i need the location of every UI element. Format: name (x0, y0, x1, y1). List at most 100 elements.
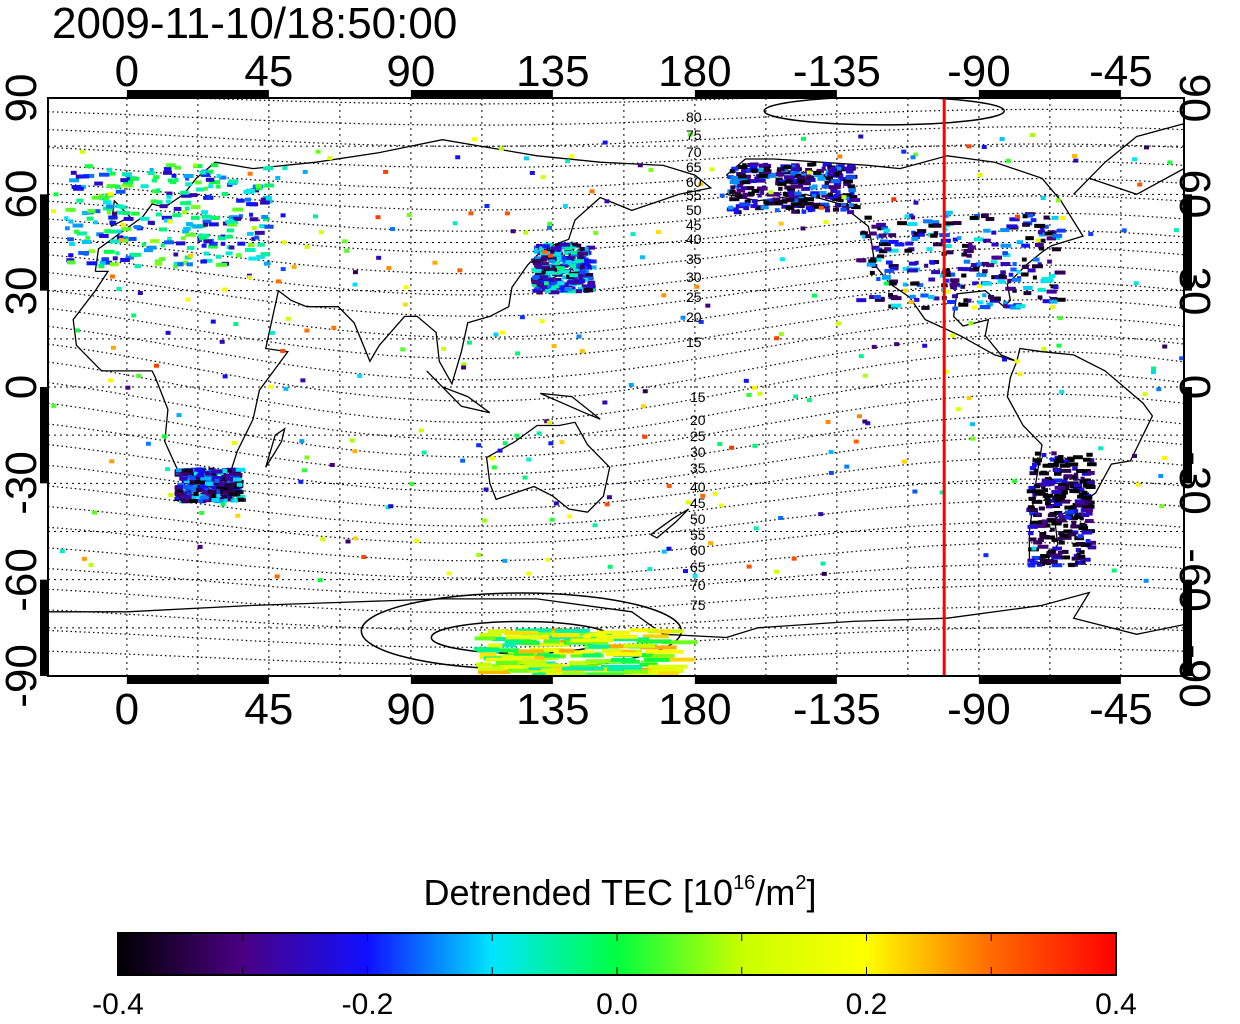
tec-cell (997, 279, 1006, 284)
tec-cell (929, 260, 935, 265)
tec-cell (1156, 387, 1162, 392)
tec-cell (73, 186, 84, 191)
tec-cell (875, 257, 882, 262)
tec-cell (554, 284, 559, 289)
tec-cell (173, 252, 179, 257)
tec-cell (976, 272, 987, 277)
tec-cell (281, 240, 287, 245)
tec-cell (385, 505, 391, 510)
contour-label: 50 (690, 511, 706, 527)
tec-cell (743, 206, 749, 211)
tec-cell (224, 476, 231, 481)
tec-cell (457, 268, 463, 273)
tec-cell (792, 179, 800, 184)
tec-cell (80, 149, 86, 154)
tec-cell (1052, 546, 1062, 551)
tec-cell (216, 493, 221, 498)
tec-cell (108, 215, 118, 220)
tec-cell (958, 283, 963, 288)
tec-cell (1053, 510, 1063, 515)
tec-cell (772, 192, 780, 197)
tec-cell (733, 209, 740, 214)
tec-cell (274, 574, 280, 579)
tec-cell (246, 231, 254, 236)
tec-cell (751, 199, 758, 204)
tec-cell (1040, 553, 1050, 558)
tec-cell (751, 188, 760, 193)
tec-cell (1035, 238, 1041, 243)
tec-cell (772, 197, 781, 202)
tec-cell (835, 190, 841, 195)
tec-cell (889, 266, 899, 271)
tec-cell (827, 172, 836, 177)
tec-cell (149, 167, 154, 172)
tec-cell (207, 490, 217, 495)
tec-cell (604, 502, 610, 507)
tec-cell (883, 281, 889, 286)
tec-cell (302, 468, 308, 473)
tec-cell (558, 263, 569, 268)
tec-cell (982, 269, 988, 274)
tec-cell (837, 164, 845, 169)
tec-cell (1086, 452, 1093, 457)
tec-cell (205, 177, 215, 182)
tec-cell (491, 465, 497, 470)
tec-cell (777, 167, 785, 172)
tec-cell (554, 243, 564, 248)
tec-cell (1075, 542, 1086, 547)
tec-cell (881, 275, 891, 280)
tec-cell (843, 166, 852, 171)
tec-cell (787, 192, 795, 197)
tec-cell (217, 236, 226, 241)
tec-cell (219, 497, 228, 502)
tec-cell (546, 246, 551, 251)
tec-cell (784, 179, 790, 184)
contour-label: 15 (686, 334, 702, 350)
tec-cell (1068, 563, 1075, 568)
tec-cell (504, 211, 510, 216)
tec-cell (211, 494, 218, 499)
tec-cell (1045, 504, 1053, 509)
tec-cell (551, 633, 580, 638)
tec-cell (228, 468, 236, 473)
tec-cell (1080, 543, 1091, 548)
tec-cell (539, 319, 545, 324)
tec-cell (98, 172, 110, 177)
tec-cell (1002, 251, 1008, 256)
tec-cell (976, 262, 987, 267)
tec-cell (564, 256, 575, 261)
tec-cell (109, 171, 116, 176)
tec-cell (547, 284, 552, 289)
tec-cell (983, 228, 991, 233)
tec-cell (194, 498, 203, 503)
tec-cell (545, 671, 578, 676)
tec-cell (1111, 568, 1117, 573)
right-axis-bars (1184, 194, 1192, 676)
tec-cell (1049, 297, 1058, 302)
tec-cell (1058, 512, 1063, 517)
tec-cell (185, 182, 193, 187)
y-tick-label-left: 0 (0, 374, 46, 400)
tec-cell (1039, 531, 1047, 536)
tec-cell (1046, 559, 1058, 564)
tec-cell (184, 255, 192, 260)
bottom-axis-bar (410, 676, 553, 684)
tec-cell (586, 632, 607, 637)
tec-cell (1070, 524, 1081, 529)
tec-cell (810, 191, 820, 196)
tec-cell (201, 210, 208, 215)
tec-cell (1040, 229, 1045, 234)
tec-cell (820, 191, 827, 196)
tec-cell (1038, 506, 1045, 511)
tec-cell (98, 264, 105, 269)
tec-cells (50, 132, 1184, 676)
tec-cell (908, 300, 914, 305)
y-tick-label-left: 60 (0, 169, 46, 219)
tec-cell (1079, 479, 1087, 484)
tec-cell (526, 457, 532, 462)
tec-cell (746, 564, 752, 569)
tec-cell (176, 492, 187, 497)
contour-label: 70 (690, 577, 706, 593)
tec-cell (268, 384, 274, 389)
tec-cell (639, 662, 658, 667)
